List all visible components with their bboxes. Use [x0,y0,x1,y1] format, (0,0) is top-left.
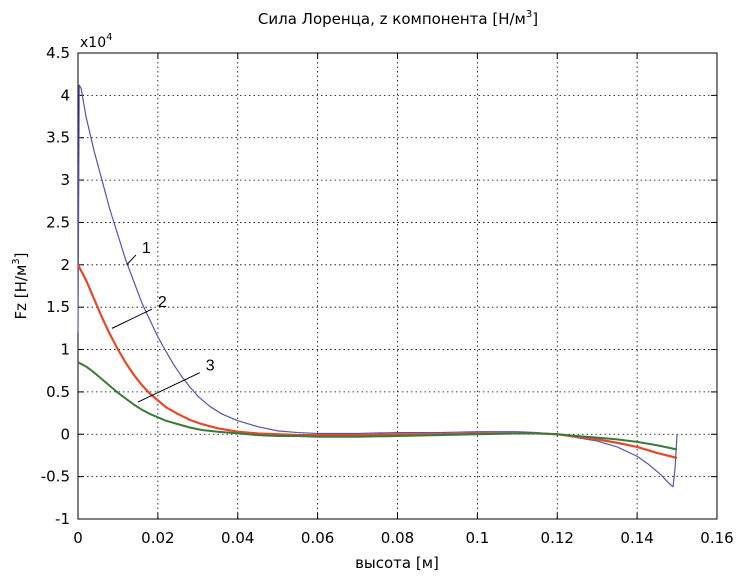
annotation-leader-2 [111,308,153,329]
x-axis-label: высота [м] [355,554,439,572]
annotations-group: 1 2 3 [111,240,215,403]
y-tick-label: 3 [60,171,70,189]
y-tick-label: 1.5 [46,298,70,316]
annotation-leader-3 [137,372,201,403]
y-multiplier: x104 [80,32,112,51]
x-tick-label: 0.12 [541,529,574,547]
y-tick-label: 0.5 [46,383,70,401]
y-tick-label: -0.5 [41,468,70,486]
y-tick-label: 3.5 [46,129,70,147]
y-tick-label: 2.5 [46,213,70,231]
y-tick-label: 2 [60,256,70,274]
chart-title-text: Сила Лоренца, z компонента [Н/м [258,10,526,28]
y-tick-label: 0 [60,425,70,443]
series-group [77,84,678,488]
y-axis-label: Fz [Н/м3] [11,252,30,319]
chart-title: Сила Лоренца, z компонента [Н/м3] [258,9,538,28]
x-tick-label: 0 [73,529,83,547]
y-axis-label-end: ] [12,252,30,258]
grid [78,53,717,519]
x-tick-label: 0.06 [301,529,334,547]
x-axis: 0 0.02 0.04 0.06 0.08 0.1 0.12 0.14 0.16 [73,53,734,547]
y-tick-label: -1 [55,510,70,528]
annotation-label-3: 3 [206,358,215,375]
y-axis: -1 -0.5 0 0.5 1 1.5 2 2.5 3 3.5 4 4.5 [41,44,717,528]
y-multiplier-exp: 4 [106,32,112,43]
x-tick-label: 0.02 [141,529,174,547]
chart-title-end: ] [532,10,538,28]
x-tick-label: 0.08 [381,529,414,547]
annotation-label-2: 2 [158,294,167,311]
x-tick-label: 0.14 [620,529,653,547]
series-line-1 [77,84,678,488]
y-tick-label: 4 [60,86,70,104]
annotation-leader-1 [126,254,137,266]
annotation-label-1: 1 [142,240,151,257]
y-axis-label-text: Fz [Н/м [12,265,30,320]
x-tick-label: 0.04 [221,529,254,547]
y-tick-label: 4.5 [46,44,70,62]
x-tick-label: 0.16 [700,529,733,547]
y-multiplier-base: x10 [80,35,106,51]
y-tick-label: 1 [60,341,70,359]
series-line-3 [77,361,678,451]
chart-title-sup: 3 [526,9,532,20]
x-tick-label: 0.1 [465,529,489,547]
y-axis-label-sup: 3 [11,258,22,264]
